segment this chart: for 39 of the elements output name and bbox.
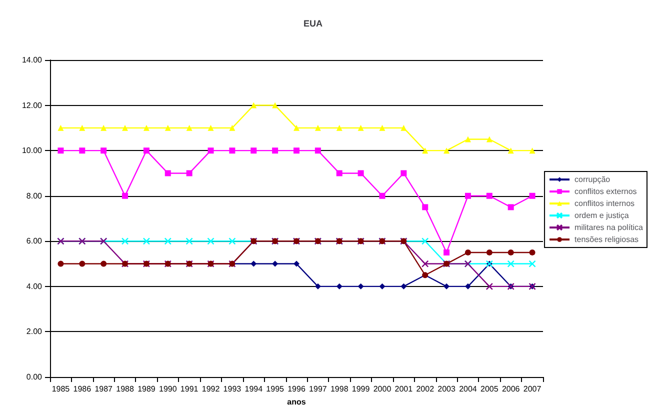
legend-label: tensões religiosas [574,235,639,244]
legend-label: conflitos externos [574,187,637,196]
x-tick-label: 2006 [502,384,520,394]
y-tick-label: 4.00 [26,282,43,291]
y-tick-label: 0.00 [26,372,43,382]
y-tick-label: 10.00 [22,146,43,156]
x-tick-label: 1988 [116,384,134,394]
x-tick-label: 1994 [244,384,264,394]
y-tick-label: 8.00 [26,191,43,200]
x-tick-label: 1987 [94,384,114,394]
x-tick-label: 1995 [266,384,285,394]
x-axis-title: anos [287,397,306,406]
chart-title: EUA [303,18,323,28]
legend-label: conflitos internos [574,199,635,208]
x-tick-label: 1998 [330,384,349,394]
x-tick-label: 1989 [138,384,156,394]
y-tick-label: 12.00 [22,100,43,110]
y-tick-label: 6.00 [26,236,43,246]
x-tick-label: 2001 [394,384,414,394]
x-tick-label: 1997 [309,384,328,394]
x-tick-label: 1999 [352,384,370,394]
x-tick-label: 1993 [223,384,242,394]
legend-label: ordem e justiça [574,211,630,220]
x-tick-label: 2005 [480,384,499,394]
x-tick-label: 2007 [523,384,542,394]
x-tick-label: 1990 [158,384,178,394]
legend-label: militares na política [574,223,644,232]
x-tick-label: 2000 [373,384,392,394]
y-tick-label: 14.00 [22,56,43,64]
x-tick-label: 2002 [416,384,435,394]
x-tick-label: 2003 [438,384,456,394]
legend-label: corrupção [574,175,611,184]
y-tick-label: 2.00 [26,327,43,336]
x-tick-label: 1992 [202,384,220,394]
x-tick-label: 2004 [459,384,478,394]
x-tick-label: 1986 [73,384,92,394]
x-tick-label: 1996 [288,384,306,394]
x-tick-label: 1991 [180,384,199,394]
x-tick-label: 1985 [52,384,70,394]
